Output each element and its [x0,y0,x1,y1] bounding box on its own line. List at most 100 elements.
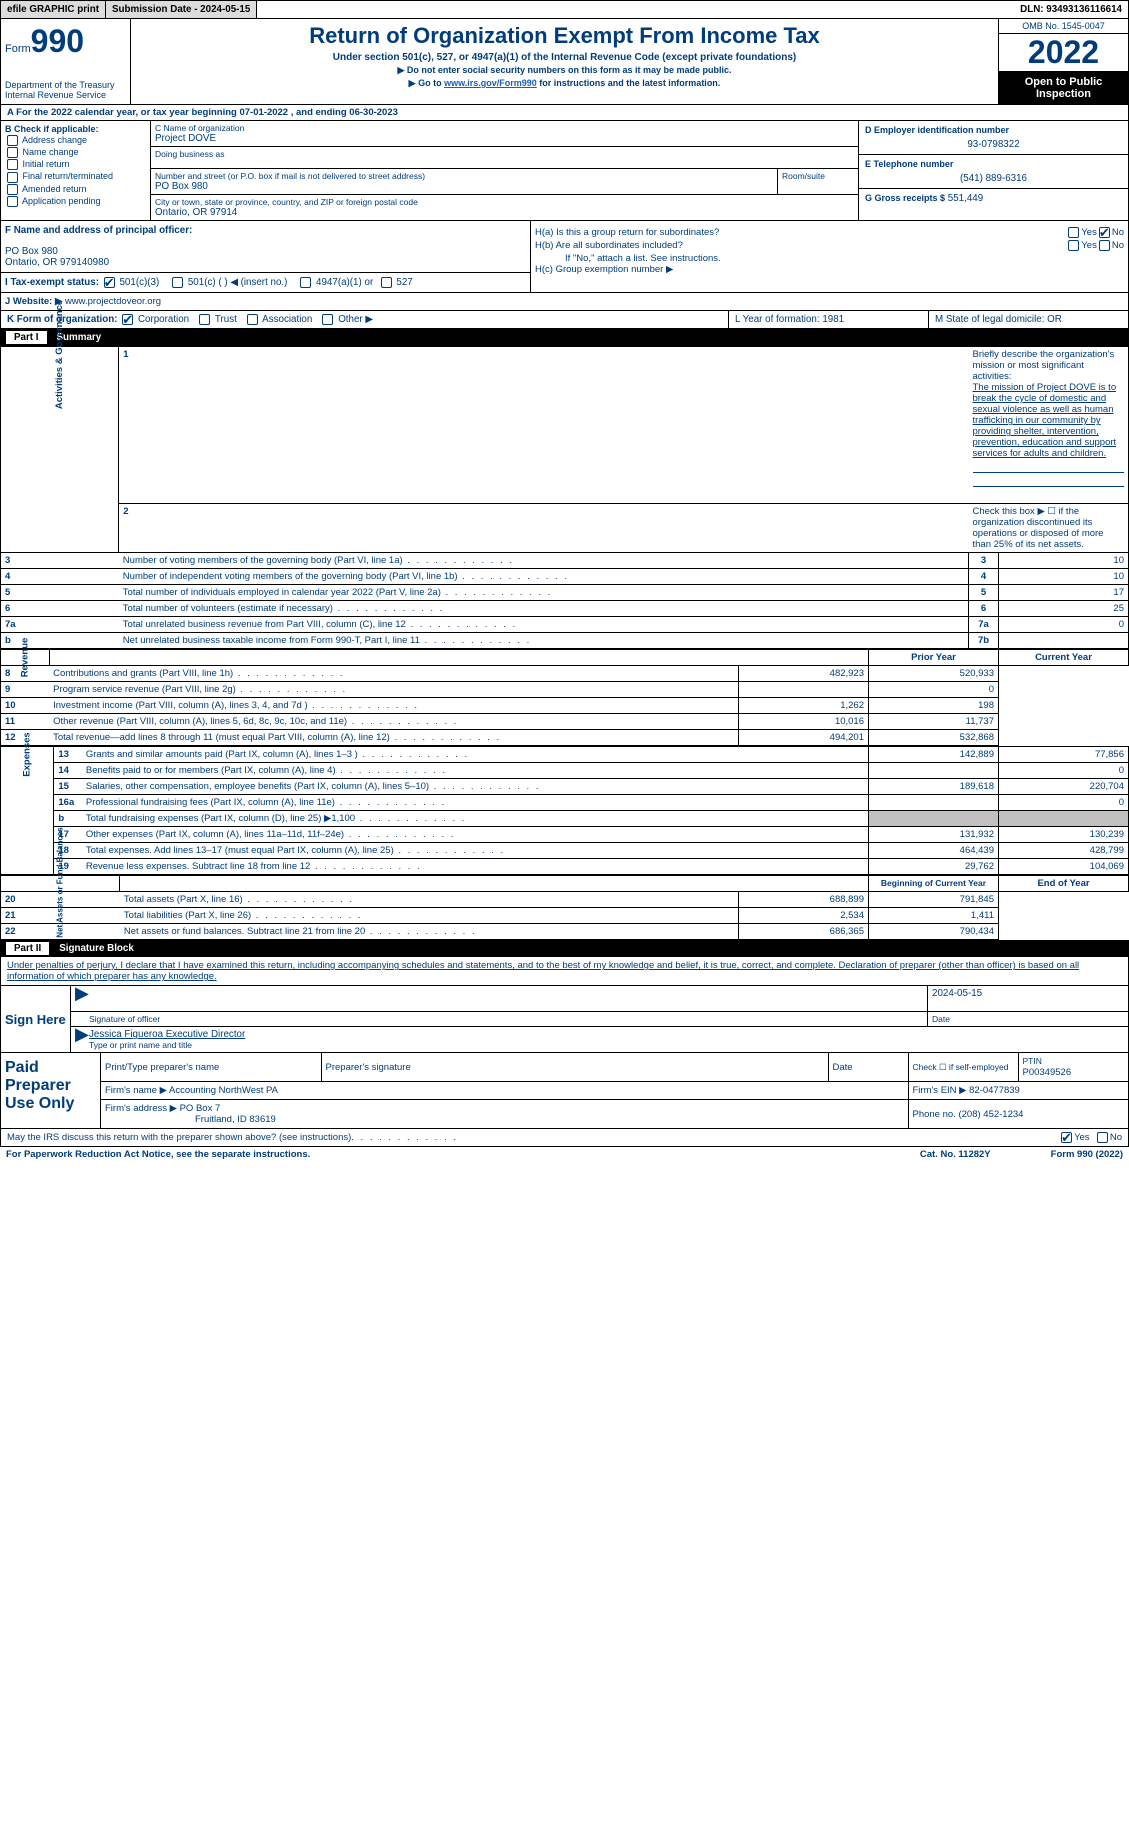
prep-phone: (208) 452-1234 [958,1109,1023,1120]
k-opt-2[interactable] [247,314,258,325]
discuss-label: May the IRS discuss this return with the… [7,1132,351,1143]
form-subtitle: Under section 501(c), 527, or 4947(a)(1)… [137,52,992,63]
val-7a: 0 [999,617,1129,633]
check-4947[interactable] [300,277,311,288]
paid-prep-label: Paid Preparer Use Only [1,1053,101,1128]
phone-value: (541) 889-6316 [865,173,1122,184]
check-initial-return[interactable]: Initial return [5,159,146,170]
prep-name-label: Print/Type preparer's name [101,1053,321,1082]
prep-sig-label: Preparer's signature [321,1053,828,1082]
phone-label: E Telephone number [865,159,1122,169]
org-name: Project DOVE [155,133,854,144]
sig-officer-label: Signature of officer [85,1012,928,1026]
py-10: 1,262 [739,698,869,714]
hb-label: H(b) Are all subordinates included? [535,240,1066,251]
ptin-value: P00349526 [1023,1067,1072,1078]
section-bcd: B Check if applicable: Address change Na… [0,121,1129,221]
k-opt-3[interactable] [322,314,333,325]
q1-text: The mission of Project DOVE is to break … [973,382,1117,459]
opt-527: 527 [396,277,412,288]
line-a: A For the 2022 calendar year, or tax yea… [0,105,1129,121]
section-j: J Website: ▶ www.projectdoveor.org [0,293,1129,311]
org-name-label: C Name of organization [155,123,854,133]
revenue-table: Revenue Prior Year Current Year 8Contrib… [0,649,1129,746]
py-12: 494,201 [739,730,869,746]
section-fhi: F Name and address of principal officer:… [0,221,1129,293]
ha-no[interactable] [1099,227,1110,238]
dept-treasury: Department of the Treasury [5,80,126,90]
side-netassets: Net Assets or Fund Balances [1,876,120,892]
firm-ein: 82-0477839 [969,1085,1020,1096]
check-501c3[interactable] [104,277,115,288]
city-value: Ontario, OR 97914 [155,207,854,218]
cy-16a: 0 [999,795,1129,811]
q1-label: Briefly describe the organization's miss… [973,349,1115,382]
side-rows-exp: Expenses [1,747,54,875]
cy-9: 0 [869,682,999,698]
val-4: 10 [999,569,1129,585]
discuss-row: May the IRS discuss this return with the… [0,1129,1129,1147]
hb-yes[interactable] [1068,240,1079,251]
k-opt-1[interactable] [199,314,210,325]
py-8: 482,923 [739,666,869,682]
opt-4947: 4947(a)(1) or [316,277,373,288]
cy-13: 77,856 [999,747,1129,763]
boy-hdr: Beginning of Current Year [869,876,999,892]
k-opt-0[interactable] [122,314,133,325]
cy-19: 104,069 [999,859,1129,875]
py-19: 29,762 [869,859,999,875]
ein-label: D Employer identification number [865,125,1122,135]
efile-button[interactable]: efile GRAPHIC print [1,1,106,18]
firm-name-label: Firm's name ▶ [105,1085,167,1096]
firm-addr1: PO Box 7 [180,1103,221,1114]
part-ii-title: Signature Block [59,943,134,954]
check-amended-return[interactable]: Amended return [5,184,146,195]
ha-label: H(a) Is this a group return for subordin… [535,227,1066,238]
city-label: City or town, state or province, country… [155,197,854,207]
cy-15: 220,704 [999,779,1129,795]
section-b-header: B Check if applicable: [5,124,146,134]
section-i-label: I Tax-exempt status: [5,277,99,288]
cy-20: 791,845 [869,892,999,908]
cy-12: 532,868 [869,730,999,746]
opt-501c3: 501(c)(3) [119,277,159,288]
check-address-change[interactable]: Address change [5,135,146,146]
eoy-hdr: End of Year [999,876,1129,892]
section-f: F Name and address of principal officer:… [1,221,531,292]
firm-ein-label: Firm's EIN ▶ [913,1085,967,1096]
q2-text: Check this box ▶ ☐ if the organization d… [969,504,1129,553]
discuss-no[interactable] [1097,1132,1108,1143]
hb-no[interactable] [1099,240,1110,251]
val-6: 25 [999,601,1129,617]
part-i-table: Activities & Governance 1 Briefly descri… [0,346,1129,649]
room-label: Room/suite [778,169,858,194]
py-17: 131,932 [869,827,999,843]
ptin-label: PTIN [1023,1056,1042,1066]
self-employed: Check ☐ if self-employed [908,1053,1018,1082]
cy-11: 11,737 [869,714,999,730]
submission-date: Submission Date - 2024-05-15 [106,1,257,18]
cy-18: 428,799 [999,843,1129,859]
irs-link[interactable]: www.irs.gov/Form990 [444,78,537,88]
check-final-return-terminated[interactable]: Final return/terminated [5,171,146,182]
pra-notice: For Paperwork Reduction Act Notice, see … [6,1149,310,1160]
check-application-pending[interactable]: Application pending [5,196,146,207]
street-value: PO Box 980 [155,181,773,192]
section-d: D Employer identification number 93-0798… [858,121,1128,220]
section-c: C Name of organization Project DOVE Doin… [151,121,858,220]
discuss-yes[interactable] [1061,1132,1072,1143]
part-i-header: Part ISummary [0,329,1129,346]
check-name-change[interactable]: Name change [5,147,146,158]
officer-label: F Name and address of principal officer: [5,225,526,236]
ha-yes[interactable] [1068,227,1079,238]
date-label: Date [928,1012,1128,1026]
check-527[interactable] [381,277,392,288]
py-15: 189,618 [869,779,999,795]
sig-date: 2024-05-15 [928,986,1128,1011]
hb-note: If "No," attach a list. See instructions… [535,253,1124,264]
omb-number: OMB No. 1545-0047 [999,19,1128,34]
py-13: 142,889 [869,747,999,763]
prep-date-label: Date [828,1053,908,1082]
check-501c[interactable] [172,277,183,288]
section-b: B Check if applicable: Address change Na… [1,121,151,220]
